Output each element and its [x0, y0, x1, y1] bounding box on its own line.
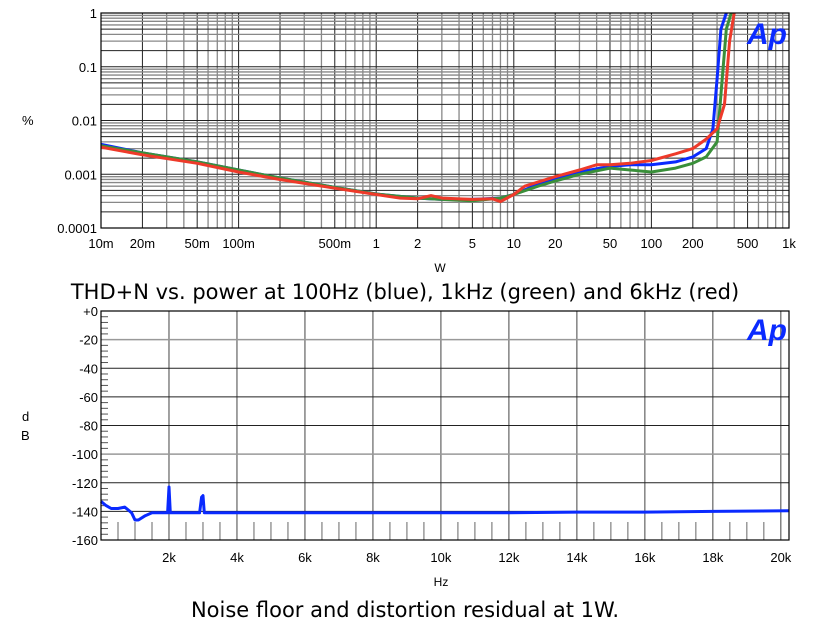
- residual-line: [100, 485, 790, 522]
- x-tick-label: 8k: [366, 550, 380, 565]
- y-tick-label: -80: [79, 419, 98, 434]
- x-tick-label: 5: [469, 236, 476, 251]
- y-tick-label: -40: [79, 361, 98, 376]
- x-tick-label: 200: [682, 236, 704, 251]
- noise-floor-chart: +0 -20 -40 -60 -80 -100 -120 -140 -160 2k 4k 6k 8k 1…: [21, 304, 792, 589]
- y-tick-label: 0.01: [72, 114, 97, 129]
- bottom-x-axis-label: Hz: [434, 575, 449, 589]
- x-tick-label: 2k: [162, 550, 176, 565]
- y-tick-label: -160: [72, 533, 98, 548]
- y-tick-label: 0.001: [64, 167, 97, 182]
- x-tick-label: 20m: [130, 236, 155, 251]
- bottom-series: [100, 485, 790, 522]
- top-plot-frame: [100, 12, 790, 229]
- bottom-y-axis-label-b: B: [21, 428, 30, 443]
- x-tick-label: 6k: [298, 550, 312, 565]
- x-tick-label: 2: [414, 236, 421, 251]
- y-tick-label: 0.1: [79, 60, 97, 75]
- x-tick-label: 12k: [498, 550, 519, 565]
- ap-logo-bottom: Ap: [746, 314, 787, 347]
- x-tick-label: 14k: [566, 550, 587, 565]
- y-tick-label: -140: [72, 504, 98, 519]
- bottom-y-tick-labels: +0 -20 -40 -60 -80 -100 -120 -140 -160: [72, 304, 98, 548]
- x-tick-label: 50m: [185, 236, 210, 251]
- bottom-chart-caption: Noise floor and distortion residual at 1…: [191, 598, 619, 622]
- top-y-tick-labels: 1 0.1 0.01 0.001 0.0001: [57, 6, 97, 236]
- x-tick-label: 20: [548, 236, 562, 251]
- top-x-tick-labels: 10m 20m 50m 100m 500m 1 2 5 10 20 50 100 200 500 1k: [88, 236, 796, 251]
- y-tick-label: +0: [83, 304, 98, 319]
- x-tick-label: 1: [373, 236, 380, 251]
- x-tick-label: 10: [507, 236, 521, 251]
- series-6khz-line: [100, 12, 736, 204]
- y-tick-label: -60: [79, 390, 98, 405]
- y-tick-label: -20: [79, 333, 98, 348]
- y-tick-label: 0.0001: [57, 221, 97, 236]
- x-tick-label: 18k: [702, 550, 723, 565]
- x-tick-label: 50: [603, 236, 617, 251]
- x-tick-label: 500: [737, 236, 759, 251]
- top-series: [100, 12, 736, 204]
- x-tick-label: 100: [641, 236, 663, 251]
- bottom-y-axis-label-d: d: [22, 409, 29, 424]
- thd-vs-power-chart: 1 0.1 0.01 0.001 0.0001 10m 20m 50m 100m 500m 1 2 5…: [22, 6, 796, 275]
- x-tick-label: 1k: [782, 236, 796, 251]
- x-tick-label: 20k: [770, 550, 791, 565]
- y-tick-label: 1: [90, 6, 97, 21]
- ap-logo-top: Ap: [746, 18, 787, 51]
- bottom-plot-frame: [100, 310, 790, 541]
- top-y-axis-label: %: [22, 113, 34, 128]
- x-tick-label: 4k: [230, 550, 244, 565]
- top-x-axis-label: W: [434, 261, 446, 275]
- top-grid: [101, 13, 789, 228]
- x-tick-label: 10m: [88, 236, 113, 251]
- y-tick-label: -100: [72, 447, 98, 462]
- x-tick-label: 100m: [222, 236, 255, 251]
- y-tick-label: -120: [72, 476, 98, 491]
- x-tick-label: 500m: [319, 236, 352, 251]
- top-chart-caption: THD+N vs. power at 100Hz (blue), 1kHz (g…: [70, 280, 739, 304]
- bottom-x-tick-labels: 2k 4k 6k 8k 10k 12k 14k 16k 18k 20k: [162, 550, 792, 565]
- x-tick-label: 16k: [634, 550, 655, 565]
- x-tick-label: 10k: [430, 550, 451, 565]
